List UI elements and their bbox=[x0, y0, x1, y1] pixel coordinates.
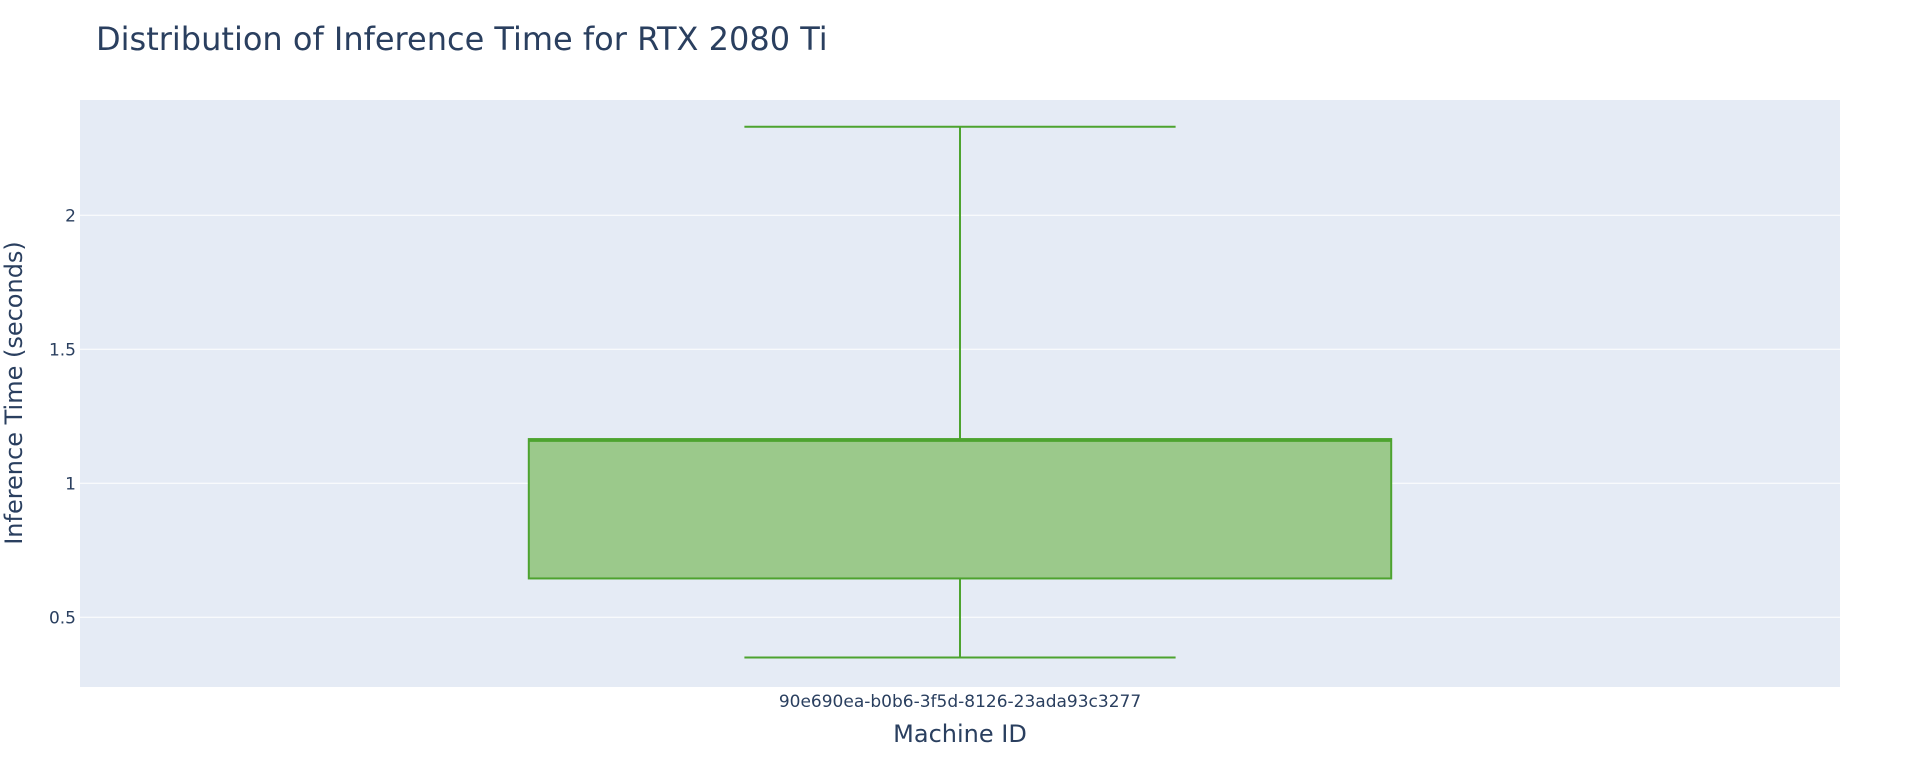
chart-title: Distribution of Inference Time for RTX 2… bbox=[96, 20, 828, 58]
y-axis-ticks: 0.5 1 1.5 2 bbox=[49, 206, 76, 628]
x-axis-ticks: 90e690ea-b0b6-3f5d-8126-23ada93c3277 bbox=[779, 692, 1141, 712]
y-axis-title: Inference Time (seconds) bbox=[0, 241, 28, 545]
interquartile-box[interactable] bbox=[527, 438, 1393, 580]
box-0[interactable] bbox=[527, 125, 1393, 659]
x-axis-title: Machine ID bbox=[893, 720, 1027, 748]
x-tick-label: 90e690ea-b0b6-3f5d-8126-23ada93c3277 bbox=[779, 692, 1141, 712]
y-tick-label: 1.5 bbox=[49, 340, 76, 360]
y-tick-label: 2 bbox=[65, 206, 76, 226]
box-series[interactable] bbox=[527, 125, 1393, 659]
y-tick-label: 1 bbox=[65, 474, 76, 494]
y-tick-label: 0.5 bbox=[49, 608, 76, 628]
